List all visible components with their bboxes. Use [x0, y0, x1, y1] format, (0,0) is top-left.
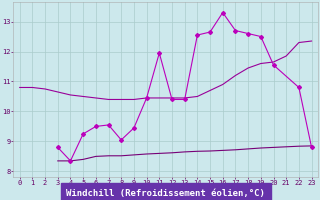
X-axis label: Windchill (Refroidissement éolien,°C): Windchill (Refroidissement éolien,°C): [66, 189, 265, 198]
